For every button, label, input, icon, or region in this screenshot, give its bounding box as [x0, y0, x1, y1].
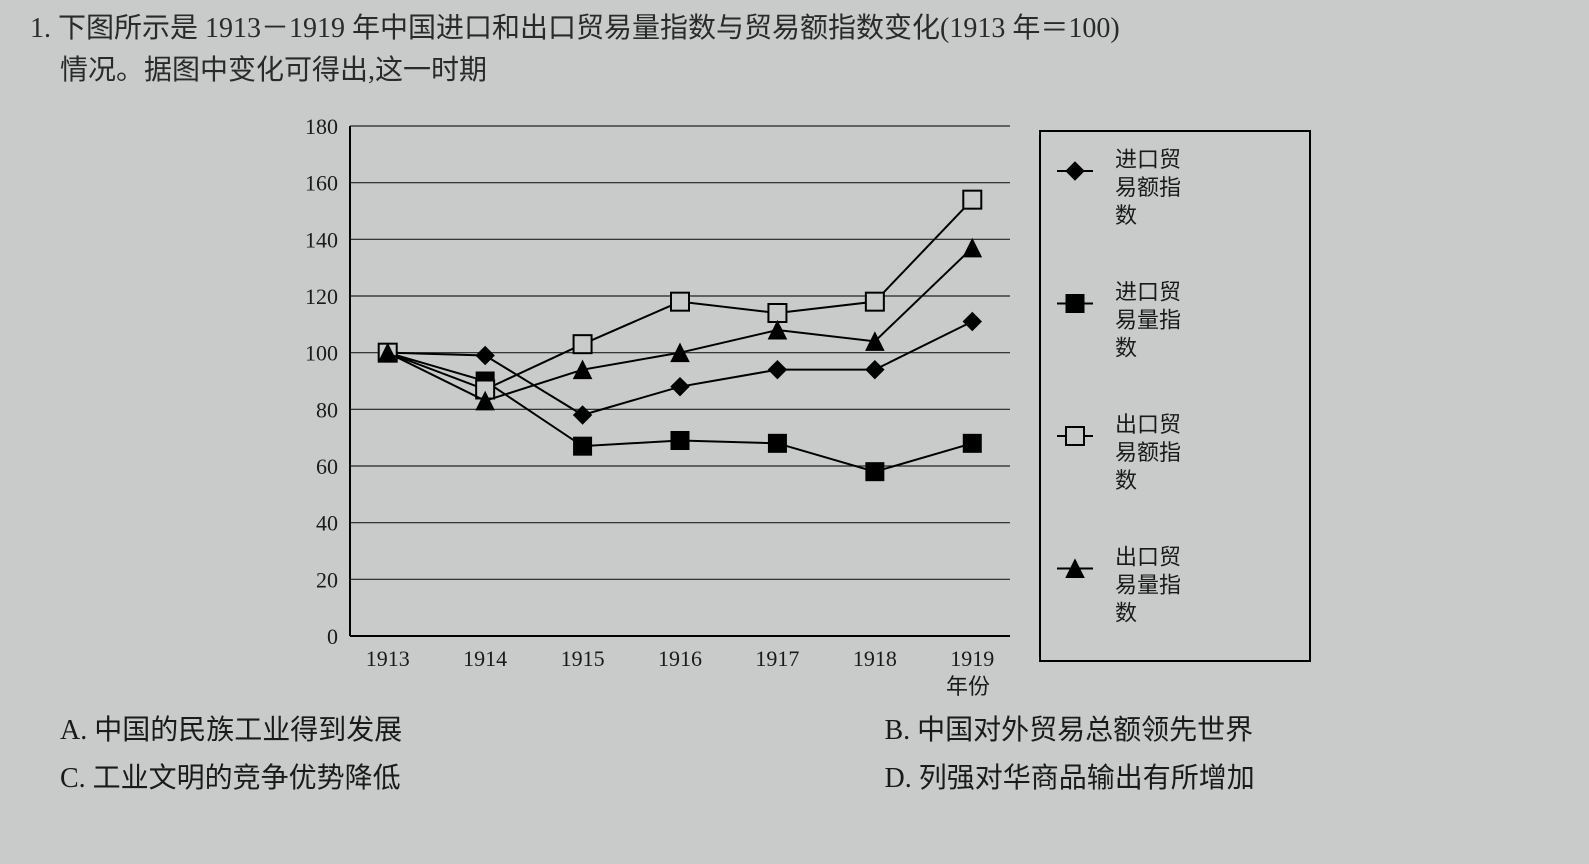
svg-text:易额指: 易额指 [1115, 440, 1181, 465]
svg-text:160: 160 [305, 171, 338, 196]
svg-text:40: 40 [316, 511, 338, 536]
question-line1: 下图所示是 1913－1919 年中国进口和出口贸易量指数与贸易额指数变化(19… [58, 13, 1120, 44]
question-number: 1. [30, 13, 51, 44]
svg-text:80: 80 [316, 397, 338, 422]
chart-container: 0 20 40 60 80 100 120 140 160 180 1913 1914 1915 1916… [270, 106, 1330, 696]
svg-text:年份: 年份 [946, 674, 990, 696]
svg-text:进口贸: 进口贸 [1115, 280, 1181, 305]
option-a: A. 中国的民族工业得到发展 [60, 704, 805, 752]
svg-text:20: 20 [316, 567, 338, 592]
svg-text:60: 60 [316, 454, 338, 479]
svg-text:进口贸: 进口贸 [1115, 147, 1181, 172]
option-c: C. 工业文明的竞争优势降低 [60, 752, 805, 800]
svg-text:1915: 1915 [561, 646, 605, 671]
svg-text:1918: 1918 [853, 646, 897, 671]
svg-text:出口贸: 出口贸 [1115, 545, 1181, 570]
svg-text:易量指: 易量指 [1115, 308, 1181, 333]
svg-text:易量指: 易量指 [1115, 573, 1181, 598]
svg-text:180: 180 [305, 114, 338, 139]
option-a-text: A. 中国的民族工业得到发展 [60, 715, 402, 746]
svg-text:1913: 1913 [366, 646, 410, 671]
question-stem: 1. 下图所示是 1913－1919 年中国进口和出口贸易量指数与贸易额指数变化… [0, 0, 1589, 96]
line-chart: 0 20 40 60 80 100 120 140 160 180 1913 1914 1915 1916… [270, 106, 1330, 696]
svg-text:易额指: 易额指 [1115, 175, 1181, 200]
svg-text:1919: 1919 [950, 646, 994, 671]
svg-text:100: 100 [305, 341, 338, 366]
svg-text:1917: 1917 [755, 646, 799, 671]
svg-text:数: 数 [1115, 336, 1137, 361]
svg-text:数: 数 [1115, 468, 1137, 493]
svg-text:数: 数 [1115, 203, 1137, 228]
option-d-text: D. 列强对华商品输出有所增加 [885, 763, 1255, 794]
svg-text:出口贸: 出口贸 [1115, 412, 1181, 437]
answer-options: A. 中国的民族工业得到发展 B. 中国对外贸易总额领先世界 C. 工业文明的竞… [0, 696, 1589, 800]
svg-text:数: 数 [1115, 601, 1137, 626]
svg-text:1916: 1916 [658, 646, 702, 671]
svg-text:140: 140 [305, 227, 338, 252]
option-c-text: C. 工业文明的竞争优势降低 [60, 763, 401, 794]
svg-text:120: 120 [305, 284, 338, 309]
question-line2: 情况。据图中变化可得出,这一时期 [30, 50, 1549, 92]
option-b-text: B. 中国对外贸易总额领先世界 [885, 715, 1254, 746]
option-d: D. 列强对华商品输出有所增加 [805, 752, 1550, 800]
svg-text:0: 0 [327, 624, 338, 649]
option-b: B. 中国对外贸易总额领先世界 [805, 704, 1550, 752]
svg-text:1914: 1914 [463, 646, 507, 671]
